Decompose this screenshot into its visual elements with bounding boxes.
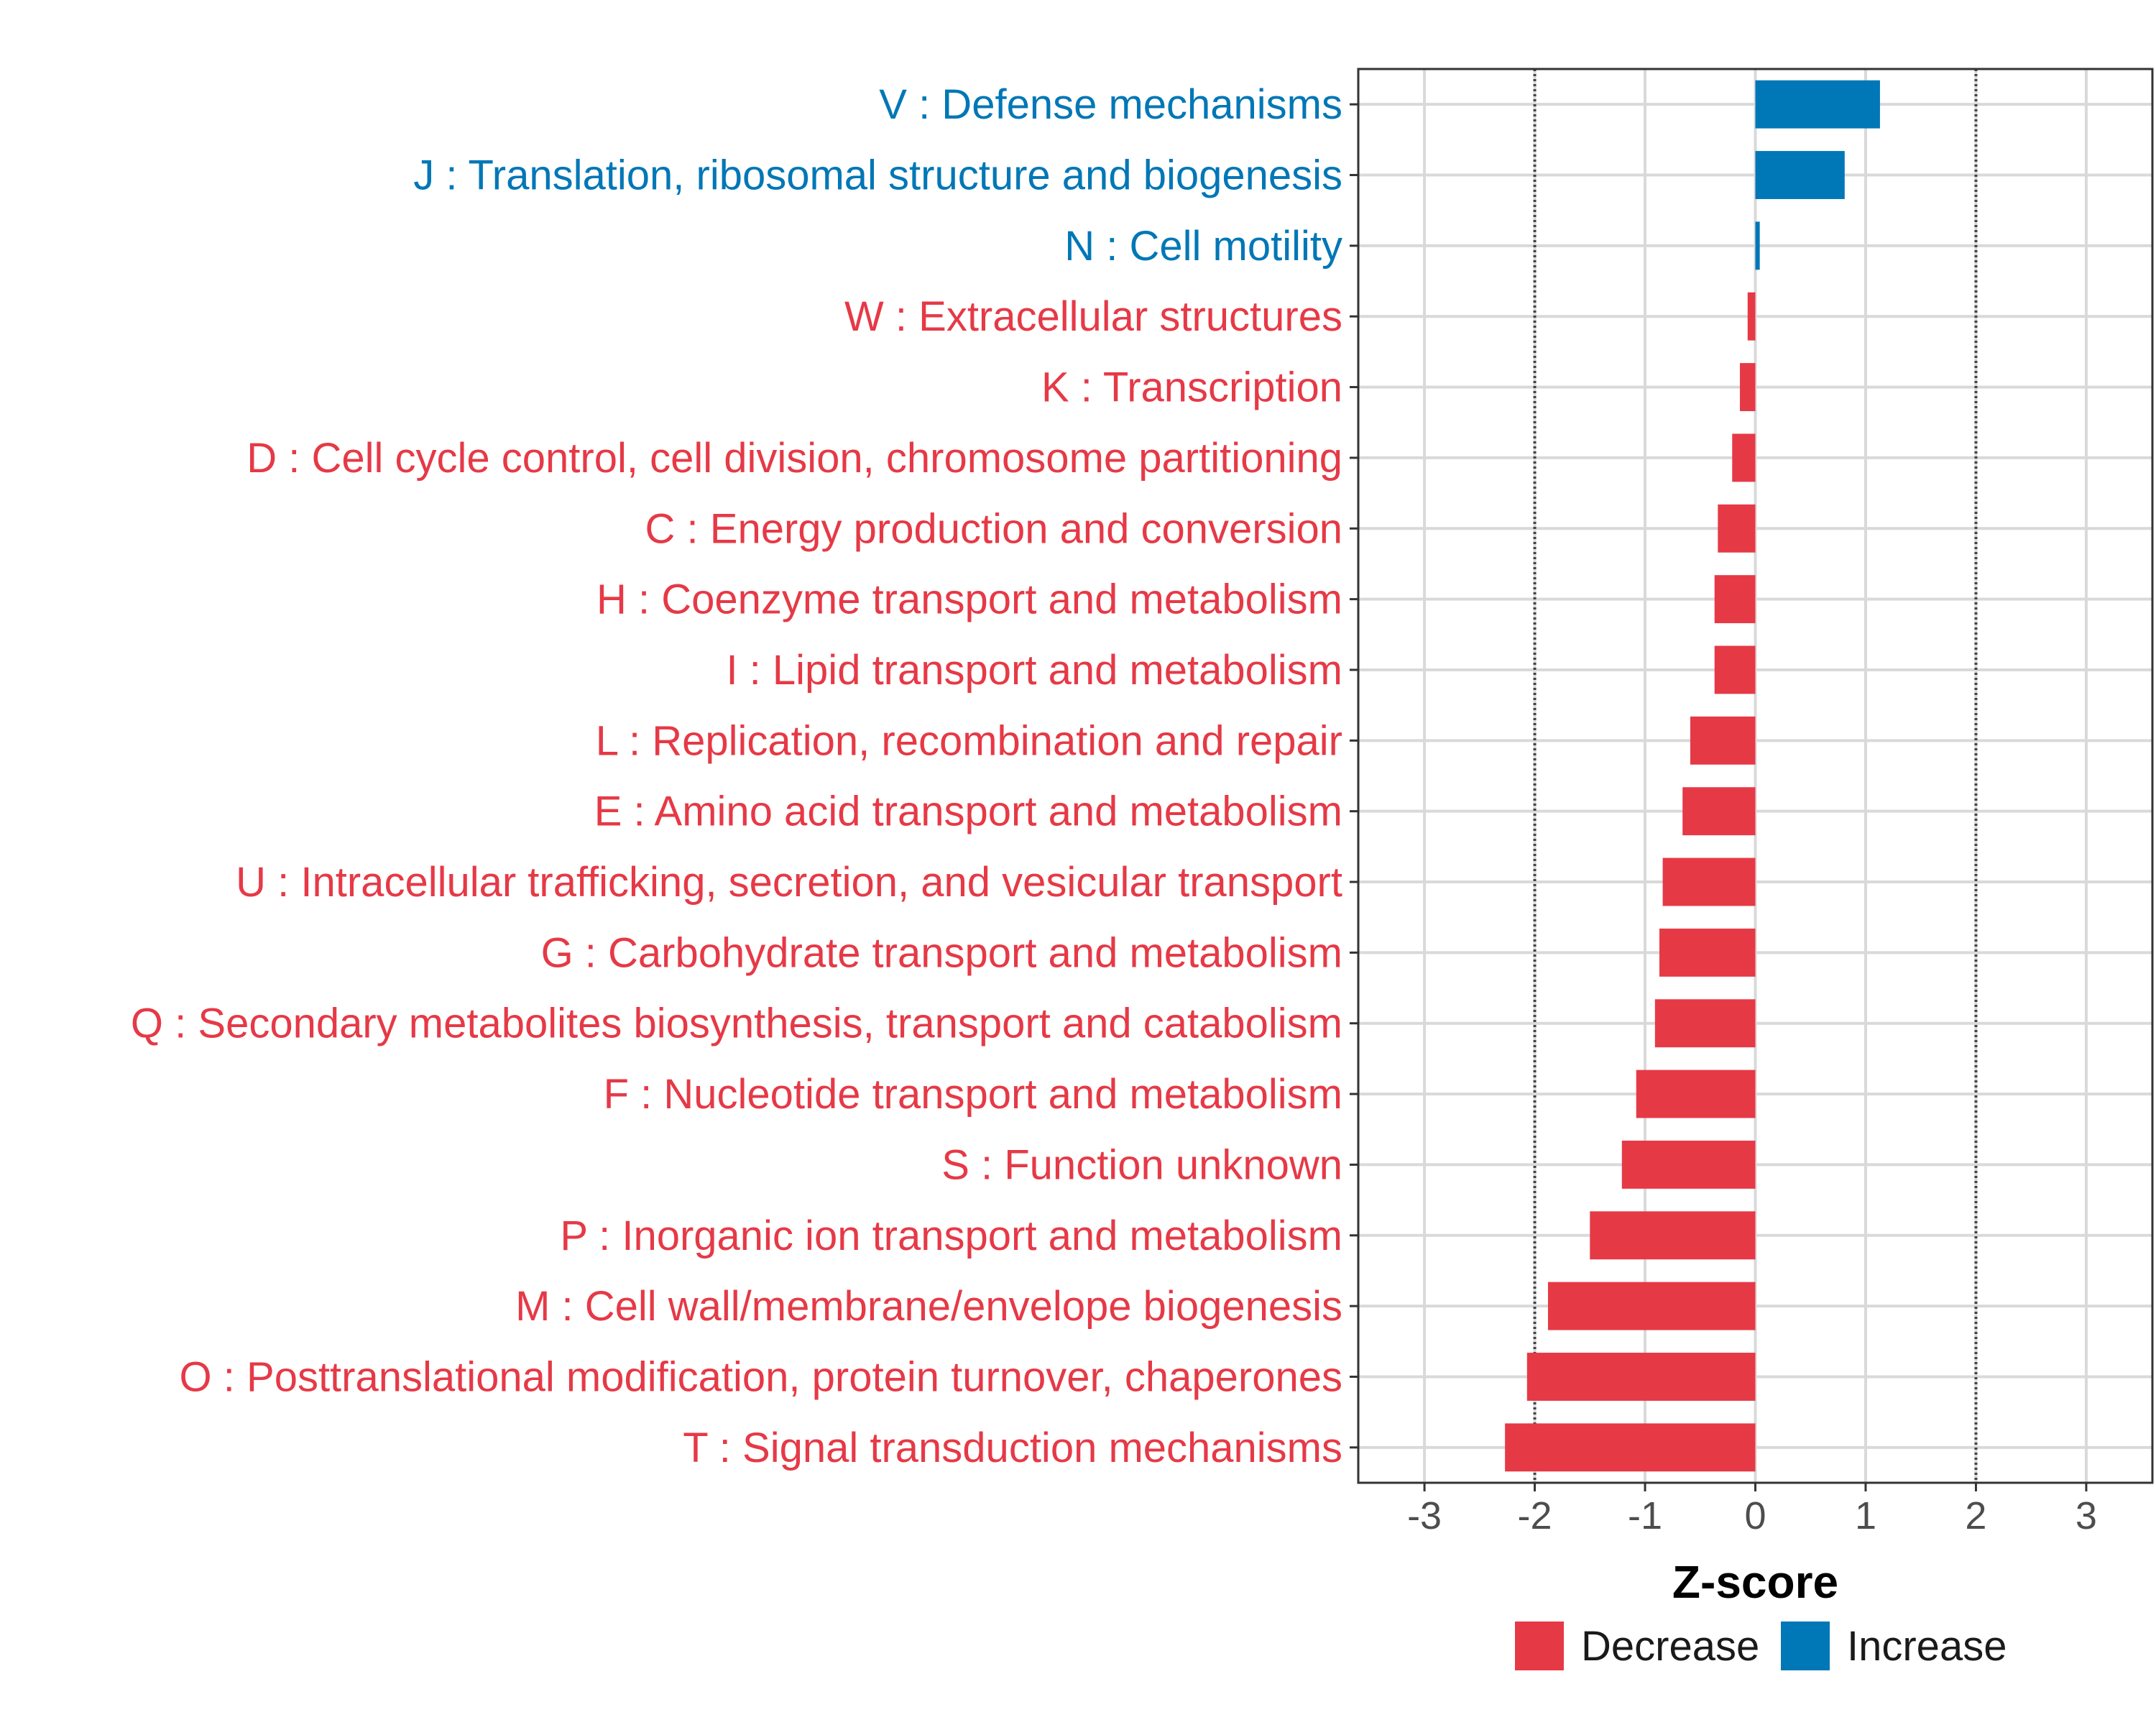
x-tick-label: 3 bbox=[2076, 1494, 2097, 1537]
bar-h bbox=[1714, 575, 1756, 624]
category-label-u: U : Intracellular trafficking, secretion… bbox=[236, 859, 1342, 906]
legend-swatch-decrease bbox=[1515, 1622, 1564, 1670]
reference-lines bbox=[1533, 69, 1978, 1483]
category-label-h: H : Coenzyme transport and metabolism bbox=[596, 576, 1342, 623]
category-label-m: M : Cell wall/membrane/envelope biogenes… bbox=[515, 1283, 1342, 1330]
category-label-c: C : Energy production and conversion bbox=[645, 505, 1342, 552]
x-tick-label: 1 bbox=[1855, 1494, 1876, 1537]
x-tick-label: 0 bbox=[1744, 1494, 1766, 1537]
bar-m bbox=[1547, 1282, 1756, 1330]
category-label-p: P : Inorganic ion transport and metaboli… bbox=[560, 1213, 1342, 1259]
category-label-f: F : Nucleotide transport and metabolism bbox=[604, 1071, 1342, 1118]
bar-p bbox=[1590, 1211, 1756, 1260]
category-label-d: D : Cell cycle control, cell division, c… bbox=[247, 435, 1342, 482]
x-axis-ticks bbox=[1423, 1483, 2088, 1491]
bar-d bbox=[1732, 433, 1756, 482]
category-label-g: G : Carbohydrate transport and metabolis… bbox=[541, 929, 1342, 976]
category-label-e: E : Amino acid transport and metabolism bbox=[594, 788, 1342, 835]
x-tick-label: -3 bbox=[1407, 1494, 1442, 1537]
category-label-w: W : Extracellular structures bbox=[844, 293, 1342, 340]
bar-k bbox=[1740, 363, 1756, 412]
category-label-q: Q : Secondary metabolites biosynthesis, … bbox=[131, 1000, 1342, 1047]
legend-swatch-increase bbox=[1781, 1622, 1830, 1670]
bar-t bbox=[1505, 1423, 1756, 1472]
bar-n bbox=[1755, 221, 1760, 270]
bar-f bbox=[1636, 1070, 1756, 1118]
legend: Decrease Increase bbox=[1515, 1622, 2007, 1670]
bar-w bbox=[1747, 292, 1756, 341]
bar-g bbox=[1659, 928, 1756, 977]
category-label-j: J : Translation, ribosomal structure and… bbox=[413, 152, 1342, 199]
legend-label-decrease: Decrease bbox=[1581, 1623, 1759, 1670]
x-tick-label: -2 bbox=[1518, 1494, 1552, 1537]
category-label-v: V : Defense mechanisms bbox=[879, 81, 1342, 128]
bar-s bbox=[1621, 1140, 1756, 1189]
bar-l bbox=[1690, 716, 1756, 765]
category-label-n: N : Cell motility bbox=[1064, 223, 1342, 270]
bar-j bbox=[1755, 151, 1845, 199]
bars bbox=[1505, 80, 1880, 1472]
x-tick-label: 2 bbox=[1965, 1494, 1986, 1537]
category-label-k: K : Transcription bbox=[1041, 364, 1342, 411]
bar-o bbox=[1526, 1353, 1756, 1401]
bar-i bbox=[1714, 645, 1756, 694]
x-axis-tick-labels: -3 -2 -1 0 1 2 3 bbox=[1407, 1494, 2097, 1537]
bar-e bbox=[1682, 787, 1756, 836]
category-label-i: I : Lipid transport and metabolism bbox=[726, 647, 1342, 694]
legend-label-increase: Increase bbox=[1847, 1623, 2007, 1670]
category-label-o: O : Posttranslational modification, prot… bbox=[180, 1353, 1342, 1400]
y-axis-ticks bbox=[1350, 103, 1358, 1449]
y-axis-category-labels: V : Defense mechanisms J : Translation, r… bbox=[131, 81, 1342, 1471]
bar-q bbox=[1654, 999, 1756, 1048]
category-label-l: L : Replication, recombination and repai… bbox=[596, 717, 1342, 764]
bar-u bbox=[1662, 857, 1756, 906]
x-tick-label: -1 bbox=[1628, 1494, 1662, 1537]
category-label-t: T : Signal transduction mechanisms bbox=[683, 1425, 1342, 1471]
category-label-s: S : Function unknown bbox=[941, 1141, 1342, 1188]
bar-v bbox=[1755, 80, 1880, 129]
x-axis-title: Z-score bbox=[1672, 1556, 1838, 1608]
bar-c bbox=[1718, 504, 1756, 553]
